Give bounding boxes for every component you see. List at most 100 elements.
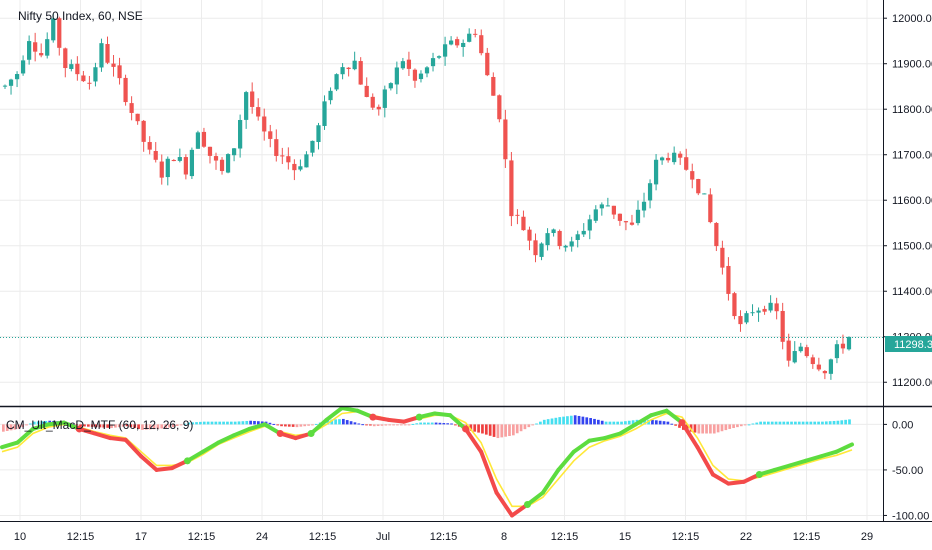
candle-body[interactable] [732, 293, 737, 317]
candle-body[interactable] [485, 52, 490, 76]
candle-body[interactable] [250, 91, 255, 107]
candle-body[interactable] [587, 219, 592, 231]
candle-body[interactable] [436, 56, 442, 58]
candle-body[interactable] [316, 125, 321, 143]
candle-body[interactable] [105, 44, 110, 63]
candle-body[interactable] [189, 149, 195, 177]
candle-body[interactable] [726, 265, 731, 294]
candle-body[interactable] [340, 67, 345, 75]
candle-body[interactable] [479, 35, 484, 54]
candle-body[interactable] [129, 103, 134, 113]
candle-body[interactable] [388, 83, 393, 89]
candle-body[interactable] [708, 194, 713, 223]
candle-body[interactable] [684, 157, 689, 170]
candle-body[interactable] [491, 76, 496, 96]
candle-body[interactable] [135, 113, 140, 122]
candle-body[interactable] [605, 205, 610, 207]
candle-body[interactable] [750, 312, 755, 314]
candle-body[interactable] [804, 347, 809, 357]
candle-body[interactable] [653, 159, 659, 185]
candle-body[interactable] [123, 77, 128, 103]
candle-body[interactable] [244, 92, 249, 120]
candle-body[interactable] [424, 67, 430, 74]
candle-body[interactable] [816, 364, 821, 370]
candle-body[interactable] [762, 308, 767, 312]
candle-body[interactable] [153, 151, 158, 160]
candle-body[interactable] [352, 60, 357, 70]
candle-body[interactable] [702, 193, 707, 195]
candle-body[interactable] [641, 201, 647, 211]
candle-body[interactable] [225, 154, 231, 173]
candle-body[interactable] [111, 63, 116, 67]
candle-body[interactable] [376, 106, 381, 110]
candle-body[interactable] [159, 161, 164, 178]
candle-body[interactable] [834, 344, 840, 359]
candle-body[interactable] [99, 43, 104, 68]
candle-body[interactable] [195, 132, 201, 149]
candle-body[interactable] [370, 96, 375, 108]
candle-body[interactable] [840, 343, 846, 349]
candle-body[interactable] [14, 74, 20, 80]
candle-body[interactable] [262, 116, 267, 132]
candle-body[interactable] [183, 157, 188, 175]
candle-body[interactable] [20, 60, 26, 74]
candle-body[interactable] [256, 107, 261, 117]
candle-body[interactable] [449, 40, 454, 45]
candle-body[interactable] [207, 146, 213, 156]
candle-body[interactable] [219, 159, 225, 172]
candle-body[interactable] [430, 58, 436, 67]
candle-body[interactable] [774, 303, 779, 312]
candle-body[interactable] [382, 89, 387, 108]
candle-body[interactable] [527, 229, 532, 241]
candle-body[interactable] [629, 222, 635, 225]
candle-body[interactable] [412, 69, 418, 81]
candle-body[interactable] [304, 154, 309, 168]
price-candles[interactable] [2, 13, 852, 380]
candle-body[interactable] [274, 139, 279, 156]
candle-body[interactable] [563, 245, 568, 248]
candle-body[interactable] [346, 67, 351, 70]
candle-body[interactable] [2, 85, 8, 87]
candle-body[interactable] [696, 179, 701, 194]
candle-body[interactable] [515, 214, 520, 216]
candle-body[interactable] [533, 240, 538, 256]
candle-body[interactable] [473, 33, 478, 35]
candle-body[interactable] [141, 120, 146, 142]
candle-body[interactable] [497, 95, 502, 120]
candle-body[interactable] [611, 205, 616, 215]
candle-body[interactable] [738, 316, 743, 325]
candle-body[interactable] [268, 131, 273, 139]
candle-body[interactable] [623, 221, 629, 223]
candle-body[interactable] [93, 67, 98, 82]
candle-body[interactable] [714, 222, 719, 247]
candle-body[interactable] [400, 61, 405, 69]
candle-body[interactable] [455, 39, 460, 46]
candle-body[interactable] [593, 209, 598, 221]
candle-body[interactable] [509, 160, 514, 217]
candle-body[interactable] [467, 33, 472, 42]
candle-body[interactable] [165, 158, 170, 178]
candle-body[interactable] [310, 140, 315, 153]
candle-body[interactable] [822, 371, 827, 374]
candle-body[interactable] [81, 75, 86, 82]
candle-body[interactable] [672, 152, 677, 163]
candle-body[interactable] [780, 310, 785, 342]
candle-body[interactable] [201, 131, 207, 147]
candle-body[interactable] [539, 243, 544, 257]
candle-body[interactable] [768, 302, 773, 311]
candle-body[interactable] [238, 119, 243, 149]
candle-body[interactable] [659, 157, 665, 161]
candle-body[interactable] [87, 82, 92, 84]
candle-body[interactable] [599, 204, 604, 209]
candle-body[interactable] [792, 351, 797, 363]
candle-body[interactable] [635, 209, 641, 224]
candle-body[interactable] [551, 229, 556, 234]
candle-body[interactable] [786, 340, 791, 361]
candle-body[interactable] [8, 79, 14, 86]
candle-body[interactable] [617, 213, 623, 221]
candle-body[interactable] [322, 101, 327, 126]
candle-body[interactable] [117, 65, 122, 79]
candle-body[interactable] [846, 336, 852, 350]
candle-body[interactable] [406, 59, 412, 69]
candle-body[interactable] [798, 346, 803, 352]
